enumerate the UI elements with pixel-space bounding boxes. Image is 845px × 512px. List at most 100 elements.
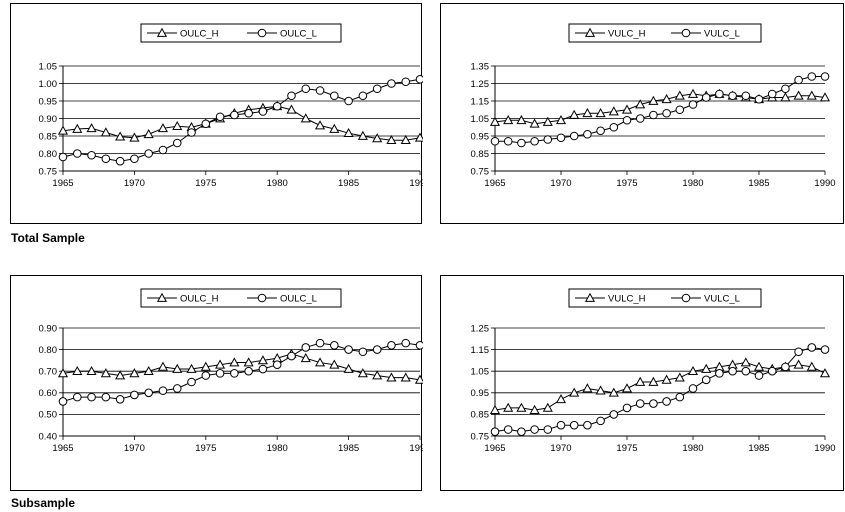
data-point: [807, 343, 817, 352]
data-point: [244, 108, 253, 118]
data-point: [129, 368, 140, 378]
data-point: [300, 353, 311, 363]
data-point: [569, 420, 579, 430]
data-point: [516, 115, 527, 125]
x-tick-label: 1985: [338, 443, 359, 454]
y-tick-label: 0.90: [39, 323, 58, 334]
data-point: [115, 370, 126, 380]
data-point: [143, 365, 154, 376]
data-point: [401, 338, 411, 348]
data-point: [86, 365, 97, 376]
data-point: [675, 392, 685, 402]
y-tick-label: 0.60: [39, 388, 58, 399]
legend-box: [140, 288, 342, 308]
legend-marker: [156, 292, 168, 302]
data-point: [100, 127, 111, 137]
data-point: [794, 347, 803, 357]
x-tick-label: 1980: [682, 178, 703, 189]
data-point: [172, 120, 183, 131]
data-point: [675, 105, 685, 115]
legend-marker: [584, 27, 596, 37]
data-point: [257, 355, 268, 365]
legend-marker: [584, 292, 596, 302]
data-point: [415, 75, 423, 84]
data-point: [517, 427, 526, 436]
caption-subsample: Subsample: [11, 496, 76, 510]
data-point: [556, 420, 566, 430]
data-point: [819, 368, 831, 378]
data-point: [144, 149, 153, 158]
x-tick-label: 1990: [409, 443, 423, 454]
data-point: [741, 366, 751, 376]
x-tick-label: 1990: [814, 178, 835, 189]
data-point: [343, 127, 354, 138]
data-point: [674, 372, 685, 382]
legend-label: VULC_L: [704, 293, 740, 304]
data-point: [688, 100, 698, 109]
data-point: [215, 359, 226, 369]
data-point: [143, 129, 154, 139]
series-VULC_H: [489, 88, 831, 128]
series-VULC_H: [489, 357, 831, 414]
data-point: [701, 93, 711, 102]
data-point: [358, 91, 368, 101]
data-point: [272, 101, 282, 111]
data-point: [820, 72, 830, 81]
data-point: [372, 84, 382, 94]
x-tick-label: 1975: [195, 178, 216, 189]
data-point: [622, 403, 632, 413]
data-point: [230, 110, 239, 120]
data-point: [358, 347, 368, 357]
data-point: [286, 104, 297, 114]
y-tick-label: 1.05: [471, 114, 490, 125]
legend-box: [568, 288, 762, 308]
series-OULC_H: [57, 348, 423, 384]
data-point: [301, 84, 311, 94]
data-point: [87, 392, 96, 402]
data-point: [621, 383, 633, 393]
series-OULC_L: [58, 338, 423, 406]
data-point: [674, 90, 685, 100]
data-point: [806, 90, 817, 100]
data-point: [258, 364, 268, 374]
data-point: [807, 72, 817, 81]
data-point: [243, 357, 254, 367]
data-point: [400, 372, 411, 382]
data-point: [569, 109, 580, 119]
y-tick-label: 1.25: [471, 323, 490, 334]
data-point: [115, 394, 125, 404]
legend-label: OULC_L: [280, 293, 317, 304]
data-point: [315, 86, 325, 95]
legend-box: [568, 23, 762, 43]
series-line: [494, 346, 826, 433]
data-point: [87, 150, 96, 160]
data-point: [688, 384, 698, 393]
data-point: [229, 357, 240, 367]
data-point: [401, 77, 411, 87]
data-point: [595, 385, 606, 395]
y-tick-label: 0.80: [39, 345, 58, 356]
data-point: [287, 351, 296, 361]
data-point: [503, 115, 514, 125]
data-point: [595, 108, 606, 118]
data-point: [780, 92, 791, 102]
data-point: [58, 397, 68, 406]
x-tick-label: 1980: [682, 443, 703, 454]
data-point: [244, 366, 253, 376]
data-point: [687, 365, 699, 376]
data-point: [781, 362, 790, 372]
data-point: [687, 88, 699, 98]
data-point: [753, 361, 765, 371]
data-point: [582, 383, 593, 393]
data-point: [300, 113, 311, 123]
data-point: [503, 425, 513, 434]
data-point: [329, 123, 340, 133]
data-point: [596, 126, 605, 136]
data-point: [662, 108, 671, 118]
data-point: [72, 365, 83, 376]
legend: OULC_H OULC_L: [140, 23, 342, 43]
y-tick-label: 0.85: [471, 410, 490, 421]
data-point: [543, 425, 553, 434]
y-tick-label: 1.35: [471, 61, 490, 72]
caption-total-sample: Total Sample: [11, 231, 85, 245]
